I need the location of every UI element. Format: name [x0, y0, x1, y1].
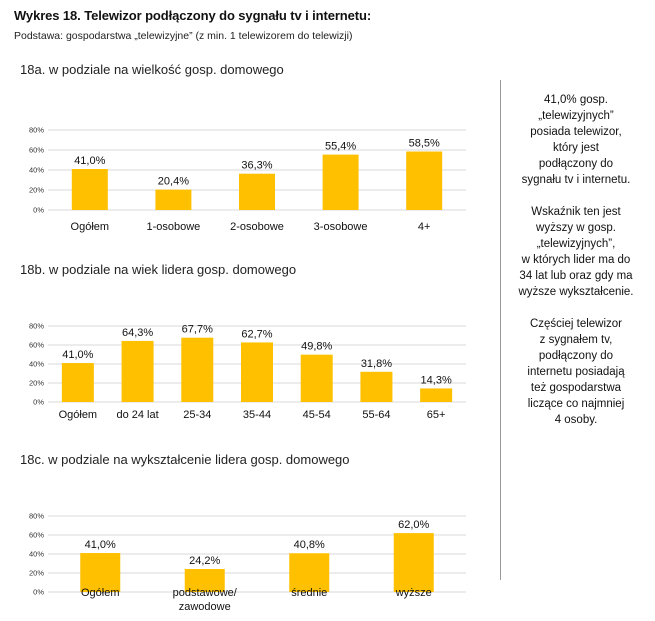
y-tick-label-a-1: 20% — [29, 186, 44, 195]
bar-c-3 — [393, 533, 434, 592]
bar-c-1 — [184, 569, 225, 592]
bar-a-0 — [71, 169, 108, 210]
bar-chart-18a: 0% 20% 40% 60% 80% 41,0% Ogółem 20,4% 1-osobowe 3… — [29, 126, 466, 233]
category-label-b-0: Ogółem — [59, 409, 98, 421]
y-tick-label-a-3: 60% — [29, 146, 44, 155]
category-label-b-1: do 24 lat — [116, 409, 158, 421]
bar-a-1 — [155, 189, 192, 210]
data-label-b-5: 31,8% — [361, 358, 392, 370]
y-tick-label-c-1: 20% — [29, 569, 44, 578]
side-note-1: 41,0% gosp. „telewizyjnych” posiada tele… — [521, 94, 631, 186]
category-label-c-3: wyższe — [395, 587, 432, 599]
bar-c-0 — [80, 553, 121, 592]
category-label-c-1: podstawowe/zawodowe — [173, 587, 238, 613]
category-label-b-3: 35-44 — [243, 409, 271, 421]
data-label-a-0: 41,0% — [74, 155, 105, 167]
y-tick-label-b-2: 40% — [29, 360, 44, 369]
data-label-b-6: 14,3% — [421, 374, 452, 386]
category-label-b-5: 55-64 — [362, 409, 390, 421]
y-tick-label-a-2: 40% — [29, 166, 44, 175]
data-label-c-3: 62,0% — [398, 519, 429, 531]
bar-b-5 — [360, 371, 393, 402]
bar-b-1 — [121, 340, 154, 402]
section-title-18b: 18b. w podziale na wiek lidera gosp. dom… — [20, 262, 297, 277]
category-label-a-4: 4+ — [418, 221, 431, 233]
side-divider — [500, 80, 501, 580]
data-label-b-2: 67,7% — [182, 324, 213, 336]
side-note-3: Częściej telewizor z sygnałem tv, podłąc… — [527, 318, 625, 426]
data-label-a-4: 58,5% — [409, 138, 440, 150]
y-tick-label-c-0: 0% — [33, 588, 44, 597]
y-tick-label-c-2: 40% — [29, 550, 44, 559]
y-tick-label-c-3: 60% — [29, 531, 44, 540]
chart-main-title: Wykres 18. Telewizor podłączony do sygna… — [14, 8, 372, 23]
bar-b-6 — [420, 388, 453, 402]
bar-b-0 — [61, 363, 94, 402]
y-tick-label-b-0: 0% — [33, 398, 44, 407]
data-label-c-1: 24,2% — [189, 555, 220, 567]
category-label-a-0: Ogółem — [71, 221, 110, 233]
side-note-2: Wskaźnik ten jest wyższy w gosp. „telewi… — [518, 206, 634, 298]
y-tick-label-a-4: 80% — [29, 126, 44, 135]
bar-a-4 — [406, 151, 443, 210]
data-label-c-2: 40,8% — [294, 539, 325, 551]
data-label-a-3: 55,4% — [325, 141, 356, 153]
category-label-b-6: 65+ — [427, 409, 446, 421]
side-notes: 41,0% gosp. „telewizyjnych” posiada tele… — [506, 92, 646, 444]
bar-chart-18b: 0% 20% 40% 60% 80% 41,0% Ogółem 64,3% do 24 lat 6… — [29, 322, 466, 421]
data-label-b-3: 62,7% — [241, 328, 272, 340]
y-tick-label-b-3: 60% — [29, 341, 44, 350]
bar-a-2 — [239, 173, 275, 210]
data-label-b-1: 64,3% — [122, 327, 153, 339]
bar-c-2 — [289, 553, 330, 592]
category-label-a-1: 1-osobowe — [146, 221, 200, 233]
y-tick-label-b-1: 20% — [29, 379, 44, 388]
data-label-b-4: 49,8% — [301, 341, 332, 353]
data-label-a-2: 36,3% — [241, 160, 272, 172]
data-label-c-0: 41,0% — [85, 539, 116, 551]
chart-subtitle: Podstawa: gospodarstwa „telewizyjne” (z … — [14, 30, 353, 42]
bar-b-3 — [241, 342, 273, 402]
category-label-b-4: 45-54 — [303, 409, 331, 421]
category-label-c-0: Ogółem — [81, 587, 120, 599]
bar-a-3 — [322, 154, 359, 210]
y-tick-label-a-0: 0% — [33, 206, 44, 215]
section-title-18c: 18c. w podziale na wykształcenie lidera … — [20, 452, 350, 467]
data-label-b-0: 41,0% — [62, 349, 93, 361]
category-label-a-3: 3-osobowe — [314, 221, 368, 233]
category-label-c-2: średnie — [291, 587, 327, 599]
section-title-18a: 18a. w podziale na wielkość gosp. domowe… — [20, 62, 284, 77]
category-label-a-2: 2-osobowe — [230, 221, 284, 233]
data-label-a-1: 20,4% — [158, 176, 189, 188]
bar-b-2 — [181, 337, 214, 402]
y-tick-label-c-4: 80% — [29, 512, 44, 521]
category-label-b-2: 25-34 — [183, 409, 211, 421]
y-tick-label-b-4: 80% — [29, 322, 44, 331]
bar-chart-18c: 0% 20% 40% 60% 80% 41,0% Ogółem 24,2% podstawowe… — [29, 512, 466, 613]
bar-b-4 — [300, 354, 333, 402]
